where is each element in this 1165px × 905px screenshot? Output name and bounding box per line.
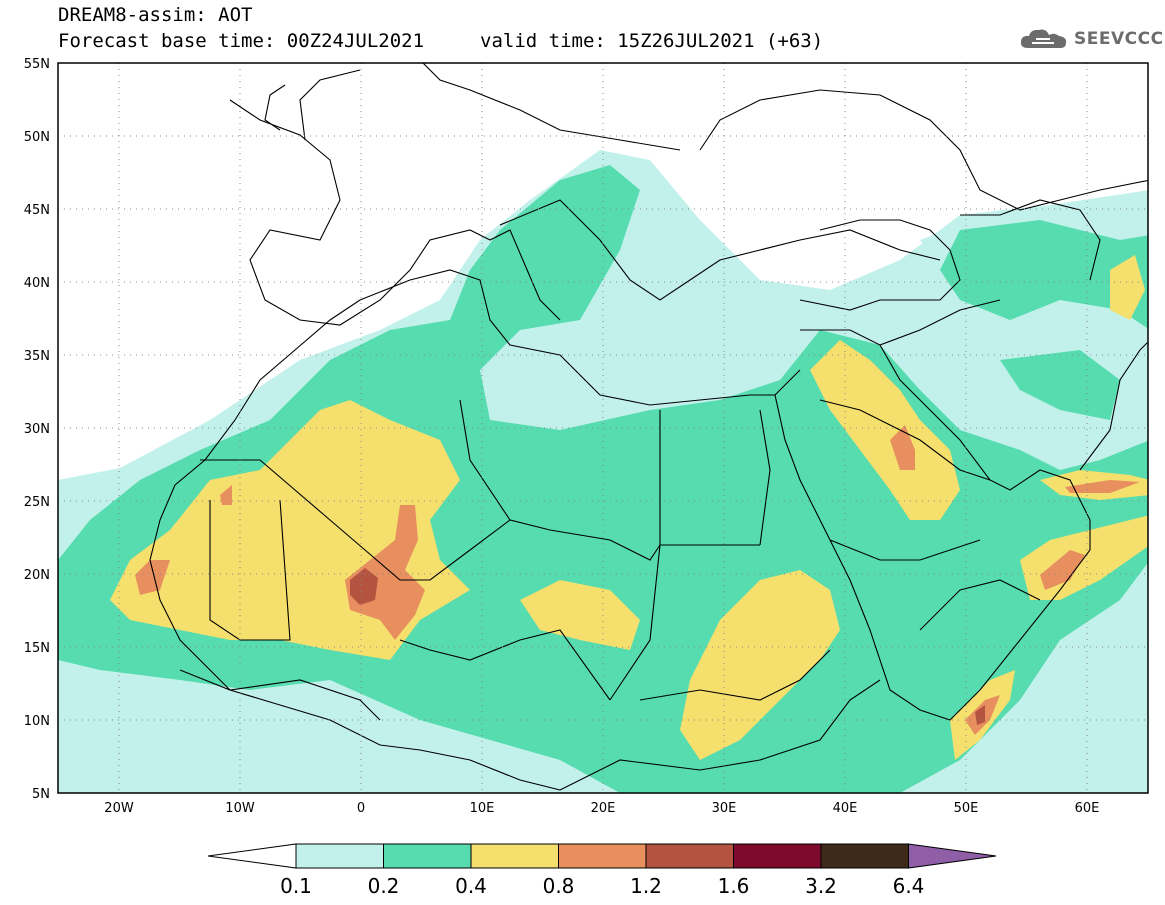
lon-tick-label: 20E: [591, 801, 616, 816]
colorbar: 0.1 0.2 0.4 0.8 1.2 1.6 3.2 6.4: [207, 843, 997, 898]
colorbar-label: 0.8: [543, 874, 575, 898]
aot-level-0.4: [110, 255, 1148, 760]
seevccc-logo: SEEVCCC: [1018, 26, 1164, 52]
cloud-icon: [1020, 29, 1067, 48]
lon-tick-label: 10E: [470, 801, 495, 816]
lon-tick-label: 60E: [1075, 801, 1100, 816]
lon-tick-label: 50E: [954, 801, 979, 816]
colorbar-label: 6.4: [893, 874, 925, 898]
lat-tick-label: 50N: [24, 130, 50, 145]
logo-text: SEEVCCC: [1074, 29, 1164, 49]
colorbar-segment: [295, 843, 384, 869]
lat-tick-label: 35N: [24, 349, 50, 364]
colorbar-high-arrow: [908, 843, 997, 869]
lon-tick-label: 40E: [833, 801, 858, 816]
lon-tick-label: 20W: [104, 801, 134, 816]
lat-tick-label: 25N: [24, 495, 50, 510]
lon-tick-label: 10W: [225, 801, 255, 816]
lon-axis-labels: 20W 10W 0 10E 20E 30E 40E 50E 60E: [104, 801, 1099, 816]
colorbar-label: 1.6: [718, 874, 750, 898]
colorbar-segment: [558, 843, 647, 869]
lat-tick-label: 5N: [32, 787, 50, 802]
lat-tick-label: 30N: [24, 422, 50, 437]
colorbar-label: 0.2: [368, 874, 400, 898]
lat-tick-label: 40N: [24, 276, 50, 291]
aot-contour-fields: [58, 150, 1148, 793]
colorbar-segment: [645, 843, 734, 869]
coastlines-and-borders: [149, 63, 1148, 791]
lat-tick-label: 55N: [24, 57, 50, 72]
lat-axis-labels: 5N 10N 15N 20N 25N 30N 35N 40N 45N 50N 5…: [24, 57, 50, 802]
valid-time: valid time: 15Z26JUL2021 (+63): [480, 30, 824, 52]
lat-tick-label: 10N: [24, 714, 50, 729]
lat-tick-label: 45N: [24, 203, 50, 218]
colorbar-label: 0.4: [455, 874, 487, 898]
forecast-base-time: Forecast base time: 00Z24JUL2021: [58, 30, 425, 52]
colorbar-segment: [470, 843, 559, 869]
colorbar-segment: [820, 843, 909, 869]
lat-tick-label: 20N: [24, 568, 50, 583]
map-title: DREAM8-assim: AOT: [58, 4, 253, 26]
colorbar-label: 3.2: [805, 874, 837, 898]
colorbar-segment: [383, 843, 472, 869]
colorbar-segment: [733, 843, 822, 869]
colorbar-low-arrow: [207, 843, 297, 869]
colorbar-label: 1.2: [630, 874, 662, 898]
map-frame: [57, 62, 1149, 794]
lon-tick-label: 30E: [712, 801, 737, 816]
lat-tick-label: 15N: [24, 641, 50, 656]
colorbar-label: 0.1: [280, 874, 312, 898]
lon-tick-label: 0: [357, 801, 365, 816]
